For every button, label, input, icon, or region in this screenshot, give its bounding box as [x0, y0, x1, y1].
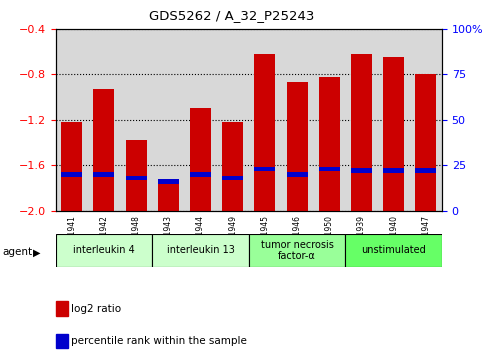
- Bar: [126, 176, 146, 180]
- Bar: [319, 167, 340, 171]
- Bar: [93, 172, 114, 176]
- Bar: [190, 109, 211, 211]
- Bar: [158, 183, 179, 211]
- FancyBboxPatch shape: [152, 234, 249, 267]
- FancyBboxPatch shape: [249, 234, 345, 267]
- Text: log2 ratio: log2 ratio: [71, 303, 122, 314]
- Bar: [255, 54, 275, 211]
- Bar: [222, 176, 243, 180]
- Bar: [255, 167, 275, 171]
- Bar: [351, 168, 372, 173]
- Text: agent: agent: [2, 247, 32, 257]
- Bar: [383, 168, 404, 173]
- Bar: [351, 54, 372, 211]
- Text: GDS5262 / A_32_P25243: GDS5262 / A_32_P25243: [149, 9, 314, 22]
- Text: tumor necrosis
factor-α: tumor necrosis factor-α: [261, 240, 333, 261]
- FancyBboxPatch shape: [56, 234, 152, 267]
- Bar: [415, 74, 436, 211]
- Bar: [319, 77, 340, 211]
- FancyBboxPatch shape: [345, 234, 442, 267]
- Text: ▶: ▶: [33, 247, 41, 257]
- Text: interleukin 13: interleukin 13: [167, 245, 234, 256]
- Bar: [61, 122, 82, 211]
- Bar: [126, 140, 146, 211]
- Bar: [190, 172, 211, 176]
- Bar: [93, 89, 114, 211]
- Bar: [222, 122, 243, 211]
- Bar: [286, 172, 308, 176]
- Text: percentile rank within the sample: percentile rank within the sample: [71, 336, 247, 346]
- Bar: [286, 82, 308, 211]
- Bar: [383, 57, 404, 211]
- Text: unstimulated: unstimulated: [361, 245, 426, 256]
- Text: interleukin 4: interleukin 4: [73, 245, 135, 256]
- Bar: [61, 172, 82, 176]
- Bar: [415, 168, 436, 173]
- Bar: [158, 179, 179, 184]
